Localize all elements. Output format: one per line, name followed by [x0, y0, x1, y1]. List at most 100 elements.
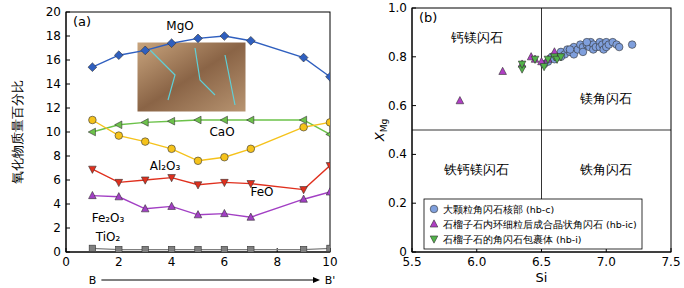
data-point — [326, 131, 330, 139]
data-point — [168, 175, 176, 182]
data-point — [88, 128, 95, 136]
region-label: 钙镁闪石 — [450, 30, 503, 45]
data-point — [248, 246, 254, 252]
x-tick-label: 6.5 — [532, 255, 551, 269]
data-point — [326, 72, 330, 81]
data-point — [141, 46, 150, 55]
y-tick-label: 20 — [46, 5, 61, 19]
y-tick-label: 2 — [53, 221, 61, 235]
data-point — [300, 123, 308, 131]
data-point — [115, 193, 123, 200]
data-point — [531, 56, 539, 63]
series-label: Al₂O₃ — [150, 159, 181, 173]
data-point — [300, 187, 308, 194]
x-tick — [412, 248, 413, 252]
legend-label: 石榴子石的角闪石包裹体 (hb-i) — [443, 234, 582, 245]
legend-box — [424, 199, 642, 249]
y-tick — [66, 228, 70, 229]
series-label: MgO — [166, 19, 193, 33]
data-point — [116, 246, 122, 252]
x-tick-label: 6 — [221, 255, 229, 269]
y-tick-label: 0.4 — [388, 147, 407, 161]
panel: 5.56.06.57.07.500.20.40.60.81.0钙镁闪石镁角闪石铁… — [372, 1, 681, 285]
legend: 大颗粒角闪石核部 (hb-c)石榴子石内环细粒后成合晶状角闪石 (hb-ic)石… — [424, 199, 642, 249]
y-tick — [66, 252, 70, 253]
data-point — [326, 163, 330, 170]
y-tick — [66, 156, 70, 157]
y-tick-label: 10 — [46, 125, 61, 139]
data-point — [88, 63, 97, 72]
data-point — [221, 153, 229, 161]
y-tick — [66, 60, 70, 61]
y-tick-label: 0 — [53, 245, 61, 259]
data-point — [194, 157, 202, 165]
data-point — [194, 116, 201, 124]
inset-photo — [137, 42, 246, 112]
data-point — [499, 67, 507, 74]
x-tick-label: 4 — [168, 255, 176, 269]
y-tick — [412, 8, 416, 9]
series-label: CaO — [209, 125, 234, 139]
annotation: B' — [325, 274, 336, 287]
data-point — [115, 179, 123, 186]
data-point — [89, 116, 97, 124]
series-label: FeO — [250, 185, 273, 199]
y-tick — [66, 84, 70, 85]
data-point — [195, 246, 201, 252]
divider — [412, 130, 671, 131]
data-point — [221, 209, 229, 216]
legend-marker — [430, 236, 438, 243]
frame — [412, 8, 671, 252]
data-point — [326, 188, 330, 195]
x-tick-label: 8 — [273, 255, 281, 269]
data-point — [566, 46, 574, 54]
panel-label: (a) — [73, 14, 91, 29]
data-point — [167, 39, 176, 48]
data-point — [327, 245, 330, 251]
x-tick — [66, 248, 67, 252]
y-tick — [412, 154, 416, 155]
y-tick-label: 8 — [53, 149, 61, 163]
plot-area — [412, 8, 671, 252]
y-tick — [66, 204, 70, 205]
series-label: Fe₂O₃ — [92, 211, 125, 225]
data-point — [221, 246, 227, 252]
series-line — [92, 36, 330, 77]
y-tick-label: 14 — [46, 77, 61, 91]
plot-area — [88, 32, 330, 252]
legend-marker — [430, 220, 438, 227]
data-point — [115, 132, 123, 140]
data-point — [299, 116, 306, 124]
data-point — [89, 166, 97, 173]
panel: 024681002468101214161820MgOCaOAl₂O₃FeOFe… — [10, 5, 338, 287]
y-tick-label: 18 — [46, 29, 61, 43]
data-point — [247, 213, 255, 220]
y-tick — [66, 132, 70, 133]
x-tick-label: 10 — [322, 255, 337, 269]
data-point — [220, 32, 229, 41]
data-point — [141, 205, 149, 212]
arrow-head — [313, 277, 320, 283]
y-tick-label: 12 — [46, 101, 61, 115]
data-point — [194, 211, 202, 218]
y-tick — [66, 12, 70, 13]
data-point — [168, 145, 176, 153]
x-tick-label: 2 — [115, 255, 123, 269]
y-tick-label: 0.6 — [388, 99, 407, 113]
data-point — [246, 36, 255, 45]
y-axis-label-sub: Mg — [379, 119, 389, 132]
data-point — [300, 246, 306, 252]
y-tick — [412, 105, 416, 106]
data-point — [579, 48, 587, 56]
data-point — [168, 246, 174, 252]
series-line — [92, 166, 330, 190]
data-point — [247, 145, 255, 153]
y-tick-label: 0 — [399, 245, 407, 259]
data-point — [89, 245, 95, 251]
data-point — [141, 177, 149, 184]
arrow — [101, 280, 314, 281]
y-tick-label: 6 — [53, 173, 61, 187]
data-point — [89, 191, 97, 198]
data-point — [141, 138, 149, 146]
legend-marker — [430, 205, 438, 213]
